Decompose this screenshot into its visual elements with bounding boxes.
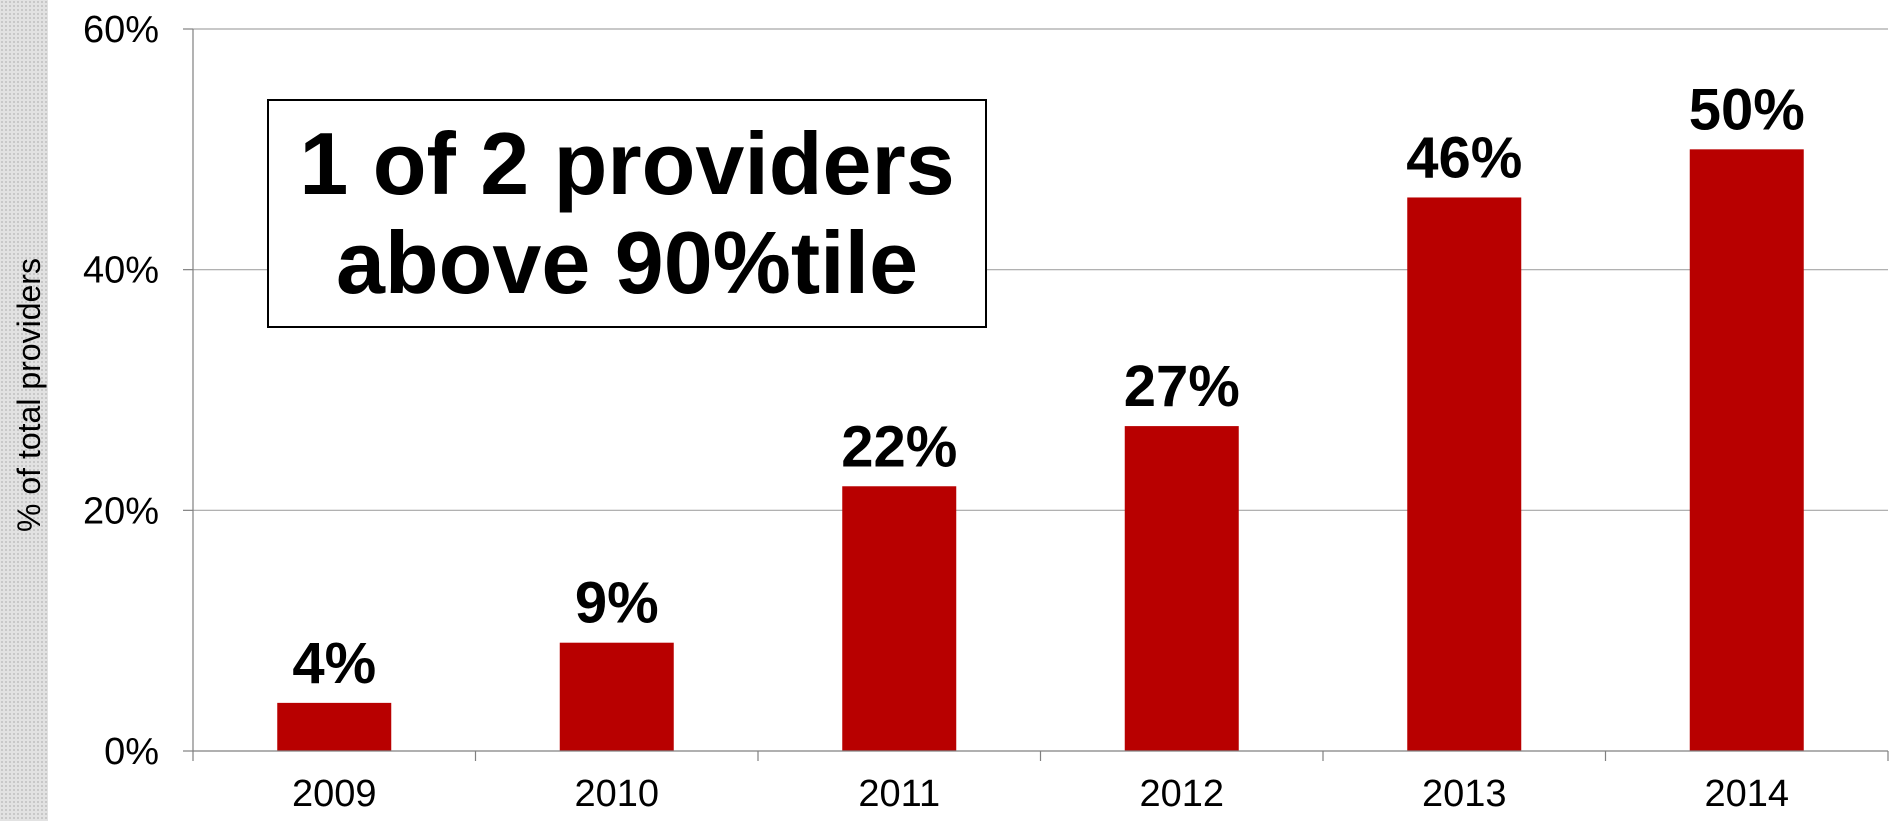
bars <box>277 149 1804 752</box>
annotation-line-2: above 90%tile <box>335 212 919 312</box>
x-tick-label: 2014 <box>1704 773 1789 815</box>
y-tick-label: 0% <box>104 731 159 773</box>
y-axis-title: % of total providers <box>11 258 47 532</box>
bar-2010 <box>559 642 674 751</box>
annotation-box: 1 of 2 providers above 90%tile <box>267 99 987 328</box>
x-tick-label: 2010 <box>574 773 659 815</box>
x-tick-label: 2012 <box>1139 773 1224 815</box>
bar-2009 <box>277 702 392 751</box>
bar-2014 <box>1689 149 1804 752</box>
data-label-2010: 9% <box>575 571 659 636</box>
labels: 0% 20% 40% 60% 4% 2009 9% 2010 22% 2011 27% 2012 46%… <box>83 9 1805 815</box>
bar-2013 <box>1407 197 1522 751</box>
data-label-2012: 27% <box>1124 354 1240 419</box>
data-label-2009: 4% <box>292 631 376 696</box>
data-label-2013: 46% <box>1406 125 1522 190</box>
bar-2011 <box>842 486 957 751</box>
annotation-line-1: 1 of 2 providers <box>299 113 955 213</box>
left-edge-strip <box>0 0 48 821</box>
x-tick-label: 2011 <box>858 773 940 815</box>
x-tick-label: 2009 <box>292 773 377 815</box>
bar-2012 <box>1124 426 1239 751</box>
data-label-2011: 22% <box>841 414 957 479</box>
data-label-2014: 50% <box>1689 77 1805 142</box>
x-tick-label: 2013 <box>1422 773 1507 815</box>
y-tick-label: 60% <box>83 9 159 51</box>
y-tick-label: 20% <box>83 490 159 532</box>
y-tick-label: 40% <box>83 250 159 292</box>
axes <box>183 28 1889 761</box>
